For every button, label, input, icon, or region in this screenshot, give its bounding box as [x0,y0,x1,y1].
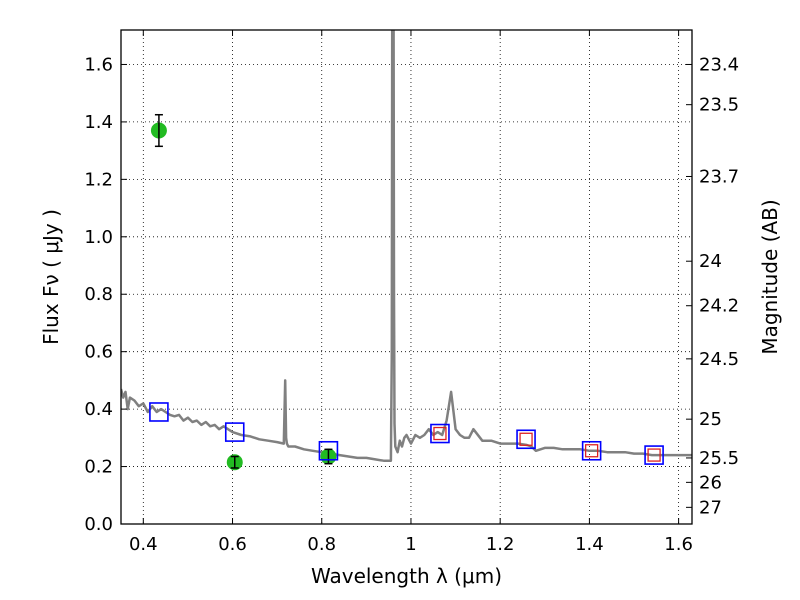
y-tick-label: 0.8 [84,284,113,305]
y2-tick-label: 24 [699,251,722,272]
model-band-flux-square [318,440,339,461]
axes: 0.4 0.6 0.8 1 1.2 1.4 1.6 0.0 0.2 0.4 0.6 0.8 1.0 1.2… [84,30,739,555]
y2-tick-label: 25.5 [699,448,739,469]
y-tick-label: 1.4 [84,112,113,133]
x-tick-label: 1.2 [486,534,515,555]
y-tick-label: 0.6 [84,342,113,363]
y2-tick-label: 23.4 [699,54,739,75]
y2-tick-label: 26 [699,472,722,493]
y2-tick-label: 24.5 [699,349,739,370]
y2-tick-label: 24.2 [699,296,739,317]
x-tick-label: 1.4 [575,534,604,555]
y-axis-label: Flux Fν ( μJy ) [39,209,63,345]
y-tick-label: 1.6 [84,54,113,75]
ir-model-square [584,444,599,458]
data-series [121,30,692,471]
model-spectrum-line [121,30,692,463]
model-band-flux-square [644,445,664,465]
model-band-flux-square [516,429,536,450]
y2-tick-label: 23.7 [699,166,739,187]
y2-tick-label: 23.5 [699,95,739,116]
y2-tick-label: 27 [699,497,722,518]
model-band-flux-square [149,402,169,422]
y-tick-label: 1.0 [84,227,113,248]
y-tick-label: 0.4 [84,399,113,420]
ir-model-square [519,432,533,446]
y2-tick-label: 25 [699,409,722,430]
model-band-flux-square [430,423,450,444]
model-band-flux-square [581,440,602,461]
model-band-flux-square [224,422,245,442]
x-tick-label: 0.6 [218,534,247,555]
y-tick-label: 0.2 [84,457,113,478]
x-tick-label: 1 [405,534,416,555]
plot-frame [120,29,693,525]
y2-axis-label: Magnitude (AB) [758,199,782,354]
x-tick-label: 0.4 [129,534,158,555]
y-tick-label: 0.0 [84,514,113,535]
x-axis-label: Wavelength λ (μm) [311,564,502,588]
y-tick-label: 1.2 [84,169,113,190]
x-tick-label: 1.6 [664,534,693,555]
ir-model-square [647,448,661,462]
x-tick-label: 0.8 [307,534,336,555]
ir-model-square [433,426,447,441]
